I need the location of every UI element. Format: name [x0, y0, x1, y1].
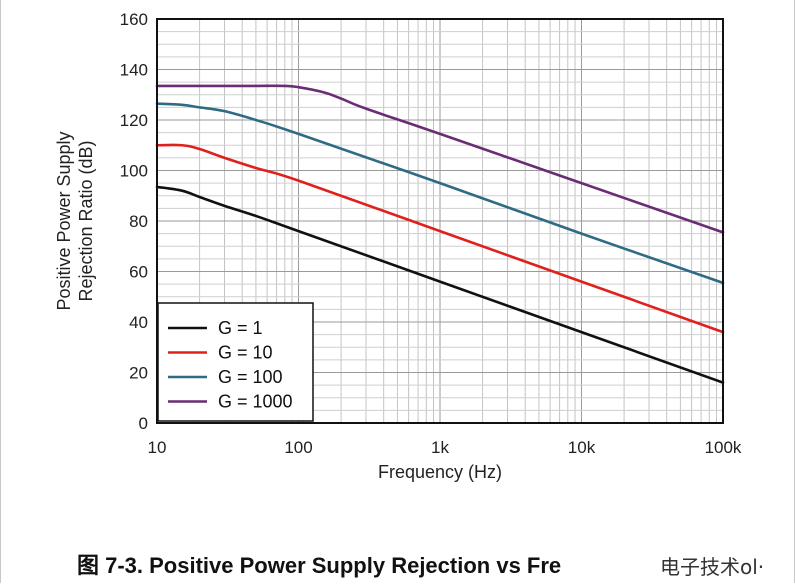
- x-tick-labels: 10 100 1k 10k 100k: [148, 438, 742, 457]
- plot-border: [156, 18, 724, 424]
- y-axis-title-line2: Rejection Ratio (dB): [76, 140, 96, 301]
- psrr-chart: 0 20 40 60 80 100 120 140 160 10 100 1k 10k 100k Fre…: [54, 10, 742, 482]
- y-tick-label: 120: [120, 111, 148, 130]
- y-tick-label: 20: [129, 364, 148, 383]
- y-tick-label: 80: [129, 212, 148, 231]
- x-tick-label: 10: [148, 438, 167, 457]
- legend-label: G = 1000: [218, 392, 293, 412]
- x-tick-label: 1k: [431, 438, 449, 457]
- y-tick-label: 140: [120, 61, 148, 80]
- x-tick-label: 100: [284, 438, 312, 457]
- y-tick-labels: 0 20 40 60 80 100 120 140 160: [120, 10, 148, 433]
- series-line: [155, 143, 725, 334]
- y-axis-title-line1: Positive Power Supply: [54, 131, 74, 310]
- series-line: [155, 185, 725, 384]
- legend: G = 1 G = 10 G = 100 G = 1000: [157, 302, 314, 422]
- series-lines: [155, 84, 725, 384]
- figure-caption: 图 7-3. Positive Power Supply Rejection v…: [77, 553, 562, 578]
- legend-label: G = 10: [218, 343, 273, 363]
- series-line: [155, 84, 725, 234]
- y-tick-label: 160: [120, 10, 148, 29]
- watermark: 电子技术ol·: [660, 555, 765, 579]
- series-line: [155, 102, 725, 285]
- y-tick-label: 60: [129, 263, 148, 282]
- y-tick-label: 40: [129, 313, 148, 332]
- legend-label: G = 1: [218, 318, 263, 338]
- legend-label: G = 100: [218, 367, 283, 387]
- y-tick-label: 0: [139, 414, 148, 433]
- x-tick-label: 10k: [568, 438, 596, 457]
- x-tick-label: 100k: [705, 438, 742, 457]
- y-tick-label: 100: [120, 162, 148, 181]
- x-axis-title: Frequency (Hz): [378, 462, 502, 482]
